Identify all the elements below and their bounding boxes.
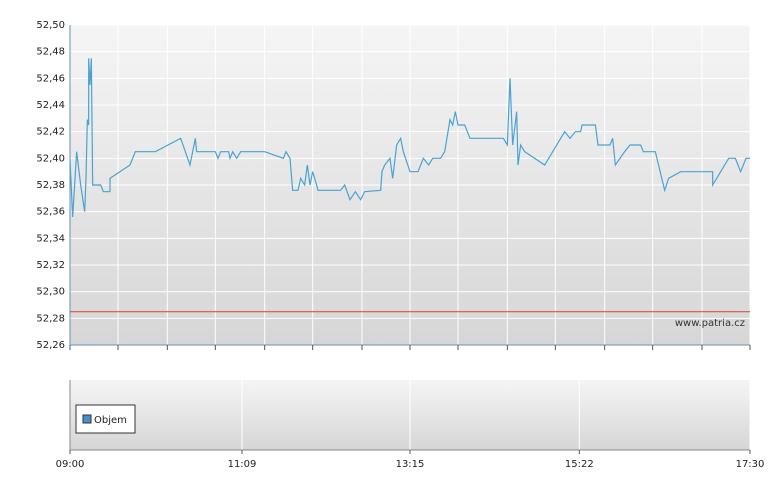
y-tick-label: 52,36 <box>36 207 65 218</box>
legend-swatch <box>82 414 92 424</box>
source-label: www.patria.cz <box>675 318 745 329</box>
y-tick-label: 52,44 <box>36 100 65 111</box>
y-tick-label: 52,28 <box>36 313 65 324</box>
x-tick-label: 09:00 <box>56 459 85 470</box>
x-tick-label: 15:22 <box>565 459 594 470</box>
y-tick-label: 52,48 <box>36 47 65 58</box>
y-tick-label: 52,32 <box>36 260 65 271</box>
y-tick-label: 52,50 <box>36 20 65 31</box>
x-tick-label: 13:15 <box>396 459 425 470</box>
y-tick-label: 52,26 <box>36 340 65 351</box>
x-tick-label: 17:30 <box>736 459 765 470</box>
legend-label: Objem <box>94 415 127 426</box>
x-tick-label: 11:09 <box>228 459 257 470</box>
y-tick-label: 52,38 <box>36 180 65 191</box>
y-tick-label: 52,40 <box>36 153 65 164</box>
price-line <box>69 58 750 218</box>
y-tick-label: 52,34 <box>36 233 65 244</box>
y-tick-label: 52,46 <box>36 73 65 84</box>
y-tick-label: 52,30 <box>36 287 65 298</box>
y-tick-label: 52,42 <box>36 127 65 138</box>
